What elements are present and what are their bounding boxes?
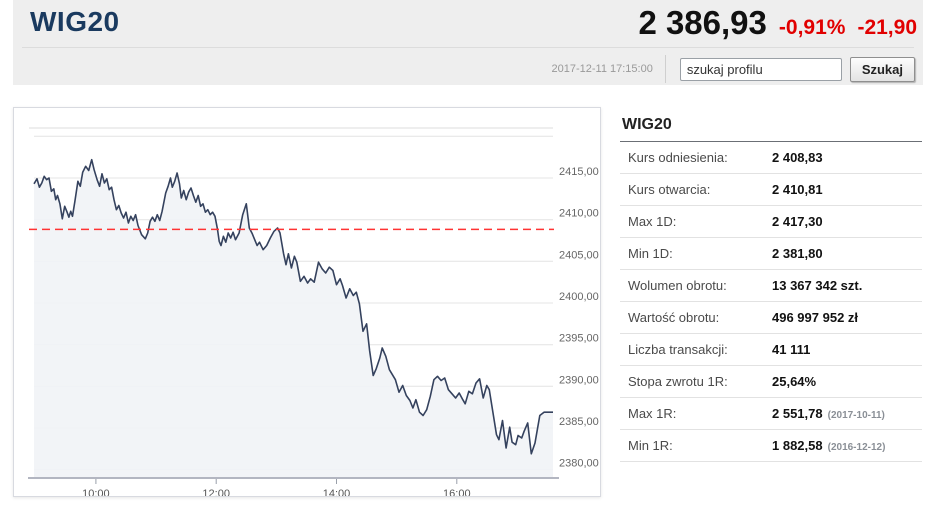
quote-details-panel: WIG20 Kurs odniesienia: 2 408,83 Kurs otwa… [620, 112, 922, 462]
row-value-group: 2 551,78 (2017-10-11) [772, 406, 885, 421]
svg-text:2395,00: 2395,00 [559, 333, 599, 345]
svg-text:14:00: 14:00 [323, 488, 351, 496]
row-value-group: 496 997 952 zł [772, 310, 858, 325]
svg-text:12:00: 12:00 [202, 488, 230, 496]
row-value: 41 111 [772, 342, 811, 357]
row-value: 25,64% [772, 374, 817, 389]
svg-text:2380,00: 2380,00 [559, 458, 599, 470]
row-value: 496 997 952 zł [772, 310, 859, 325]
header-divider [22, 47, 914, 48]
svg-text:2390,00: 2390,00 [559, 374, 599, 386]
page-title: WIG20 [30, 6, 120, 37]
row-value: 2 410,81 [772, 182, 823, 197]
svg-text:2415,00: 2415,00 [559, 166, 599, 178]
row-value-group: 41 111 [772, 342, 810, 357]
row-value: 1 882,58 [772, 438, 823, 453]
row-label: Max 1R: [628, 406, 677, 421]
row-label: Kurs otwarcia: [628, 182, 711, 197]
table-row: Wartość obrotu: 496 997 952 zł [620, 302, 922, 334]
price-chart-panel: 10:00 12:00 14:00 16:00 2380,00 2385,00 2390,0… [13, 107, 601, 500]
row-note-date: (2016-12-12) [827, 442, 886, 453]
search-input[interactable] [679, 57, 842, 81]
row-value: 2 381,80 [772, 246, 823, 261]
table-row: Wolumen obrotu: 13 367 342 szt. [620, 270, 922, 302]
price-chart: 10:00 12:00 14:00 16:00 2380,00 2385,00 2390,0… [28, 127, 599, 500]
svg-text:2410,00: 2410,00 [559, 208, 599, 220]
table-row: Kurs odniesienia: 2 408,83 [620, 142, 922, 174]
row-label: Stopa zwrotu 1R: [628, 374, 728, 389]
details-title: WIG20 [620, 112, 922, 142]
details-table: Kurs odniesienia: 2 408,83 Kurs otwarcia: 2… [620, 142, 922, 462]
row-value-group: 1 882,58 (2016-12-12) [772, 438, 885, 453]
search-button[interactable]: Szukaj [849, 56, 915, 82]
row-label: Wolumen obrotu: [628, 278, 727, 293]
row-value: 2 417,30 [772, 214, 823, 229]
svg-text:2400,00: 2400,00 [559, 291, 599, 303]
table-row: Kurs otwarcia: 2 410,81 [620, 174, 922, 206]
table-row: Liczba transakcji: 41 111 [620, 334, 922, 366]
row-label: Min 1R: [628, 438, 673, 453]
page-header: WIG20 2 386,93 -0,91% -21,90 2017-12-11 … [13, 0, 923, 85]
row-value-group: 2 410,81 [772, 182, 823, 197]
svg-text:2385,00: 2385,00 [559, 416, 599, 428]
row-label: Kurs odniesienia: [628, 150, 728, 165]
table-row: Max 1R: 2 551,78 (2017-10-11) [620, 398, 922, 430]
row-value: 13 367 342 szt. [772, 278, 863, 293]
row-value: 2 408,83 [772, 150, 823, 165]
row-label: Min 1D: [628, 246, 673, 261]
svg-text:16:00: 16:00 [443, 488, 471, 496]
toolbar-separator [664, 55, 666, 83]
row-value-group: 2 417,30 [772, 214, 823, 229]
table-row: Stopa zwrotu 1R: 25,64% [620, 366, 922, 398]
row-label: Liczba transakcji: [628, 342, 728, 357]
table-row: Max 1D: 2 417,30 [620, 206, 922, 238]
row-value-group: 13 367 342 szt. [772, 278, 862, 293]
table-row: Min 1R: 1 882,58 (2016-12-12) [620, 430, 922, 462]
quote-summary: 2 386,93 -0,91% -21,90 [638, 4, 917, 42]
change-percent: -0,91% [778, 16, 846, 39]
row-label: Wartość obrotu: [628, 310, 720, 325]
svg-text:10:00: 10:00 [82, 488, 110, 496]
change-absolute: -21,90 [857, 16, 917, 39]
row-value-group: 25,64% [772, 374, 816, 389]
row-value-group: 2 381,80 [772, 246, 823, 261]
last-price: 2 386,93 [638, 4, 767, 41]
row-value-group: 2 408,83 [772, 150, 823, 165]
quote-timestamp: 2017-12-11 17:15:00 [551, 63, 653, 75]
table-row: Min 1D: 2 381,80 [620, 238, 922, 270]
toolbar: 2017-12-11 17:15:00 Szukaj [551, 55, 915, 83]
row-note-date: (2017-10-11) [827, 410, 885, 421]
svg-text:2405,00: 2405,00 [559, 249, 599, 261]
row-value: 2 551,78 [772, 406, 823, 421]
row-label: Max 1D: [628, 214, 677, 229]
